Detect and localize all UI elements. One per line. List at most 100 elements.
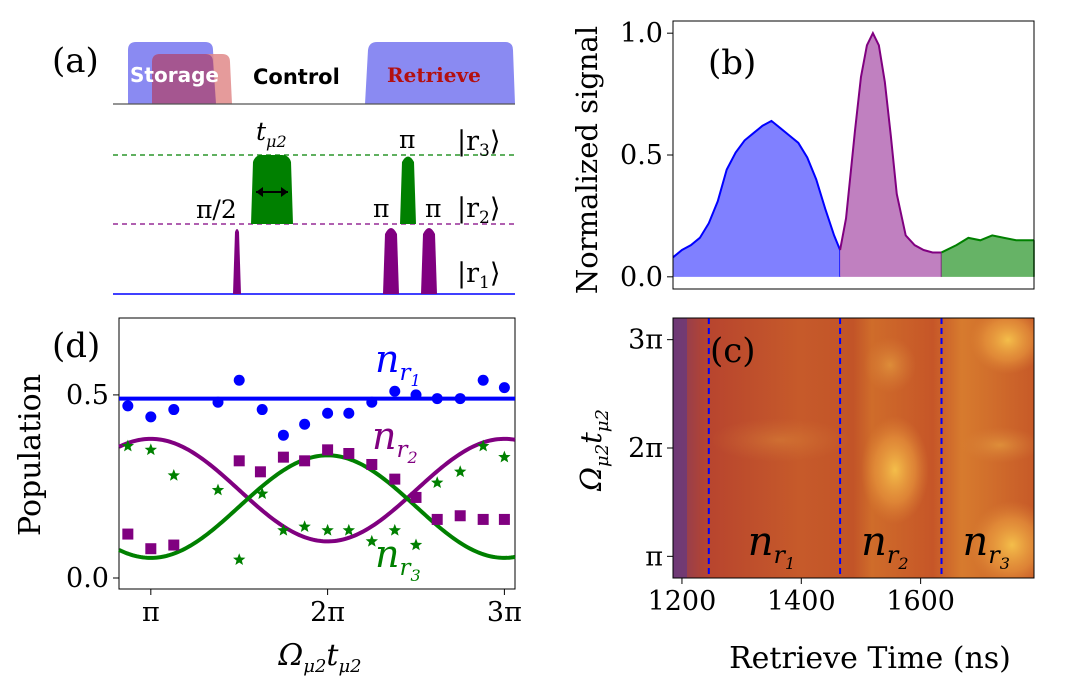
- hotspot-top-right: [970, 318, 1034, 374]
- panel-d-population-chart: π 2π 3π 0.0 0.5 nr1 nr2 nr3 Population Ωμ2tμ2…: [13, 317, 522, 677]
- panel-c-dashed-lines: [707, 318, 943, 578]
- point-n_r2: [122, 528, 134, 540]
- point-n_r3: [431, 476, 444, 489]
- area-green: [941, 235, 1034, 277]
- point-n_r1: [366, 396, 378, 408]
- d-ytick-label: 0.0: [66, 563, 109, 594]
- point-n_r1: [299, 418, 311, 430]
- point-n_r2: [454, 510, 466, 522]
- panel-d-fit-curves: [118, 396, 516, 560]
- point-n_r1: [431, 393, 443, 405]
- panel-d-frame: [118, 317, 516, 590]
- level-r3-label: |r3⟩: [457, 126, 500, 161]
- pi-pulse-1: [383, 228, 399, 294]
- c-region-label: nr3: [963, 519, 1010, 573]
- d-xtick-label: 3π: [487, 597, 522, 628]
- point-n_r1: [168, 404, 180, 416]
- point-n_r2: [410, 491, 422, 503]
- point-n_r3: [409, 538, 423, 551]
- panel-d-x-ticks: π 2π 3π: [142, 589, 522, 628]
- point-n_r3: [498, 450, 511, 463]
- point-n_r2: [145, 543, 157, 555]
- level-r2-label: |r2⟩: [457, 193, 500, 228]
- point-n_r1: [454, 393, 466, 405]
- panel-c-region-labels: nr1 nr2 nr3: [748, 519, 1010, 573]
- point-n_r1: [212, 396, 224, 408]
- point-n_r1: [233, 374, 245, 386]
- panel-b-ylabel: Normalized signal: [570, 26, 604, 294]
- pi-pulse-green: [400, 156, 416, 224]
- panel-a-label: (a): [52, 41, 99, 81]
- line-green: [941, 234, 1034, 254]
- c-ytick-label: 2π: [628, 433, 663, 464]
- panel-b-areas: [672, 30, 1035, 277]
- point-n_r3: [454, 465, 467, 478]
- label-n_r1: nr1: [375, 337, 421, 390]
- fit-n_r2: [118, 436, 516, 544]
- point-n_r3: [342, 523, 355, 536]
- b-ytick-label: 0.5: [620, 140, 663, 171]
- panel-c-ylabel: Ωμ2tμ2: [574, 409, 613, 492]
- panel-a-pulse-diagram: (a) Storage Control Retrieve π/2 tμ2 π π…: [52, 41, 515, 295]
- point-n_r1: [498, 382, 510, 394]
- c-region-label: nr2: [861, 519, 908, 573]
- point-n_r1: [322, 407, 334, 419]
- c-region-label: nr1: [748, 519, 795, 573]
- level-r1-label: |r1⟩: [457, 258, 500, 293]
- c-xtick-label: 1200: [648, 586, 717, 617]
- point-n_r2: [389, 473, 401, 485]
- point-n_r1: [410, 389, 422, 401]
- point-n_r2: [168, 539, 180, 551]
- heatmap-body: [673, 318, 1034, 578]
- point-n_r2: [277, 451, 289, 463]
- point-n_r3: [321, 523, 334, 536]
- line-purple: [839, 30, 942, 254]
- point-n_r1: [477, 374, 489, 386]
- pi-label-green: π: [399, 125, 415, 154]
- line-blue: [672, 119, 841, 259]
- half-pi-label: π/2: [196, 195, 237, 224]
- point-n_r3: [277, 523, 290, 536]
- pi-label-2: π: [425, 194, 441, 223]
- panel-d-ylabel: Population: [13, 374, 48, 536]
- retrieve-box: [365, 42, 515, 104]
- panel-c-heatmap: nr1 nr2 nr3 1200 1400 1600 π 2π 3π Retrieve Ti…: [574, 317, 1035, 676]
- c-xtick-label: 1400: [767, 586, 836, 617]
- point-n_r2: [498, 513, 510, 525]
- point-n_r3: [388, 523, 401, 536]
- label-n_r3: nr3: [375, 532, 421, 585]
- point-n_r3: [144, 443, 157, 456]
- b-ytick-label: 0.0: [620, 262, 663, 293]
- warm-mid-right: [960, 427, 1034, 463]
- d-ytick-label: 0.5: [66, 380, 109, 411]
- point-n_r1: [122, 400, 134, 412]
- point-n_r1: [145, 411, 157, 423]
- area-blue: [673, 120, 841, 277]
- point-n_r3: [256, 487, 269, 500]
- panel-d-series-labels: nr1 nr2 nr3: [372, 337, 421, 585]
- panel-c-label: (c): [710, 331, 756, 371]
- point-n_r2: [477, 513, 489, 525]
- warm-top-middle: [864, 337, 916, 393]
- t-mu2-label: tμ2: [256, 117, 287, 151]
- point-n_r3: [211, 483, 225, 496]
- b-ytick-label: 1.0: [620, 18, 663, 49]
- control-label: Control: [253, 65, 340, 89]
- point-n_r2: [431, 513, 443, 525]
- panel-d-label: (d): [52, 326, 100, 366]
- warm-left-band: [710, 418, 850, 462]
- point-n_r1: [389, 385, 401, 397]
- panel-b-label: (b): [708, 43, 756, 83]
- hotspot-middle: [861, 416, 929, 524]
- point-n_r1: [343, 407, 355, 419]
- point-n_r1: [277, 429, 289, 441]
- panel-c-y-ticks: π 2π 3π: [628, 325, 673, 572]
- panel-b-y-ticks: 0.0 0.5 1.0: [620, 18, 673, 293]
- point-n_r2: [254, 466, 266, 478]
- d-xtick-label: π: [142, 597, 160, 628]
- storage-label: Storage: [130, 63, 219, 87]
- c-xtick-label: 1600: [886, 586, 955, 617]
- point-n_r2: [322, 444, 334, 456]
- c-ytick-label: 3π: [628, 325, 663, 356]
